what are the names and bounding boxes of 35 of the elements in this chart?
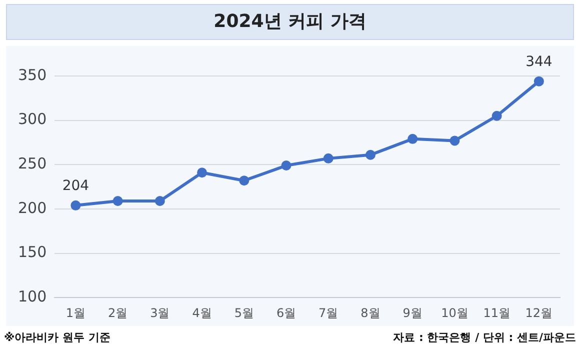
data-label: 204 <box>62 178 90 194</box>
x-tick-label: 2월 <box>108 306 128 320</box>
x-tick-label: 10월 <box>441 306 468 320</box>
point <box>408 134 418 144</box>
x-tick-label: 6월 <box>276 306 296 320</box>
point <box>365 150 376 160</box>
x-tick-label: 3월 <box>150 306 170 320</box>
point <box>112 196 123 206</box>
point <box>492 110 502 121</box>
y-tick-label: 250 <box>18 154 47 173</box>
point <box>281 160 292 171</box>
point <box>450 136 460 146</box>
point <box>239 176 250 186</box>
text: 자료 : 한국은행 / 단위 : 센트/파운드 <box>393 330 576 345</box>
x-tick-label: 12월 <box>525 306 553 320</box>
y-tick-label: 200 <box>18 198 47 217</box>
y-tick-label: 100 <box>18 287 47 306</box>
x-tick-label: 5월 <box>234 306 254 320</box>
x-tick-label: 8월 <box>360 306 380 320</box>
point <box>70 200 81 210</box>
x-tick-label: 1월 <box>66 306 86 320</box>
y-tick-label: 300 <box>18 110 47 128</box>
point <box>534 76 544 86</box>
data-label: 344 <box>526 54 552 70</box>
y-tick-label: 350 <box>18 66 47 84</box>
x-tick-label: 9월 <box>402 306 422 320</box>
point <box>323 153 334 164</box>
point <box>197 168 208 178</box>
x-tick-label: 7월 <box>318 306 338 320</box>
x-tick-label: 11월 <box>483 306 510 320</box>
text: ※아라비카 원두 기준 <box>4 330 110 345</box>
point <box>154 196 165 206</box>
y-tick-label: 150 <box>18 243 47 262</box>
x-tick-label: 4월 <box>192 306 212 320</box>
chart-title: 2024년 커피 가격 <box>6 4 574 40</box>
